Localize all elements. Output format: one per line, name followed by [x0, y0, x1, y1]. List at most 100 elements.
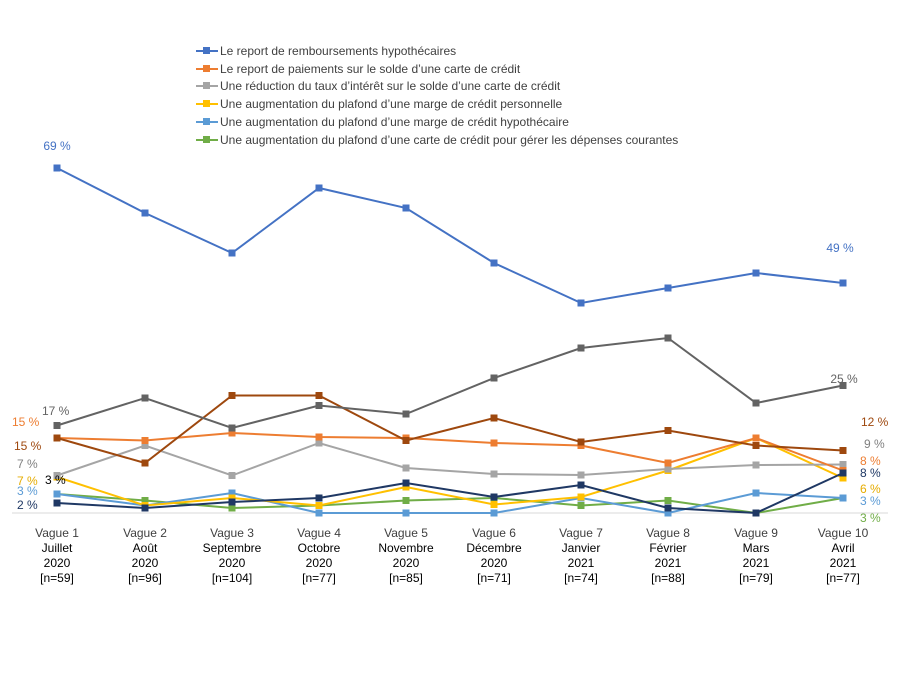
extra-series-2-point-0 [53, 422, 61, 429]
series-1-point-8 [752, 434, 760, 442]
x-tick-year: 2020 [392, 556, 420, 570]
extra-series-1-point-8 [752, 442, 760, 449]
series-5-point-6 [577, 502, 585, 509]
extra-series-2-point-7 [664, 334, 672, 342]
series-1 [53, 429, 847, 474]
extra-series-1-point-9 [839, 447, 847, 454]
legend-swatch-2 [196, 81, 218, 91]
series-2-point-7 [664, 465, 672, 473]
series-5-point-4 [402, 497, 410, 504]
x-tick-wave: Vague 4 [297, 526, 341, 540]
series-1-point-3 [315, 433, 323, 441]
extra-series-2-point-3 [315, 402, 323, 409]
extra-series-2-point-9 [839, 382, 847, 389]
series-0-point-6 [577, 299, 585, 307]
series-0 [53, 164, 847, 307]
series-2-point-4 [402, 464, 410, 472]
legend: Le report de remboursements hypothécaire… [196, 42, 678, 149]
series-3-point-3 [315, 502, 323, 509]
series-1-end-label: 8 % [860, 454, 881, 468]
x-tick-label-6: Vague 7 Janvier 2021 [n=74] [536, 526, 626, 586]
extra-series-0-point-2 [228, 498, 236, 506]
extra-series-0-point-1 [141, 504, 149, 512]
floating-label-0: 3 % [45, 473, 66, 487]
series-1-point-7 [664, 459, 672, 467]
x-tick-year: 2020 [480, 556, 508, 570]
x-tick-label-0: Vague 1 Juillet 2020 [n=59] [12, 526, 102, 586]
series-0-point-7 [664, 284, 672, 292]
series-4-point-4 [402, 509, 410, 517]
extra-series-0-point-4 [402, 479, 410, 487]
x-tick-wave: Vague 8 [646, 526, 690, 540]
x-tick-month: Décembre [466, 541, 522, 555]
series-2-point-2 [228, 472, 236, 479]
series-3-start-label: 7 % [17, 474, 38, 488]
series-3-point-4 [402, 483, 410, 491]
x-tick-label-4: Vague 5 Novembre 2020 [n=85] [361, 526, 451, 586]
legend-item-1: Le report de paiements sur le solde d’un… [196, 60, 678, 78]
series-2-point-0 [53, 472, 61, 479]
series-0-point-0 [53, 164, 61, 172]
series-0-point-3 [315, 184, 323, 192]
series-4-point-9 [839, 494, 847, 502]
series-1-point-2 [228, 429, 236, 437]
series-5-end-label: 3 % [860, 511, 881, 525]
series-4-point-0 [53, 490, 61, 498]
extra-series-0-point-0 [53, 499, 61, 507]
extra-series-2-start-label: 17 % [42, 404, 70, 418]
series-2-point-3 [315, 439, 323, 447]
x-tick-n: [n=85] [389, 571, 423, 585]
series-line-2 [56, 441, 844, 477]
x-tick-label-2: Vague 3 Septembre 2020 [n=104] [187, 526, 277, 586]
legend-swatch-3 [196, 99, 218, 109]
legend-swatch-5 [196, 135, 218, 145]
series-4-point-5 [490, 509, 498, 517]
series-2-point-9 [839, 461, 847, 468]
x-tick-month: Septembre [202, 541, 262, 555]
series-3-point-5 [490, 501, 498, 508]
x-tick-n: [n=77] [826, 571, 860, 585]
legend-swatch-4 [196, 117, 218, 127]
extra-series-1-point-0 [53, 434, 61, 442]
x-tick-label-9: Vague 10 Avril 2021 [n=77] [798, 526, 888, 586]
x-tick-month: Juillet [41, 541, 73, 555]
extra-series-0-start-label: 2 % [17, 498, 38, 512]
x-tick-year: 2021 [567, 556, 595, 570]
series-0-point-8 [752, 269, 760, 277]
extra-series-0-point-6 [577, 481, 585, 489]
x-tick-month: Novembre [378, 541, 434, 555]
series-3-point-6 [577, 493, 585, 501]
series-3-end-label: 6 % [860, 482, 881, 496]
legend-swatch-1 [196, 64, 218, 74]
x-tick-wave: Vague 6 [472, 526, 516, 540]
x-tick-month: Août [132, 541, 158, 555]
x-tick-wave: Vague 10 [817, 526, 869, 540]
series-2-end-label: 9 % [864, 437, 885, 451]
extra-series-1-point-2 [228, 392, 236, 399]
x-tick-wave: Vague 2 [123, 526, 167, 540]
series-0-start-label: 69 % [43, 139, 71, 153]
legend-item-0: Le report de remboursements hypothécaire… [196, 42, 678, 60]
x-tick-label-8: Vague 9 Mars 2021 [n=79] [711, 526, 801, 586]
legend-label-4: Une augmentation du plafond d’une marge … [220, 115, 569, 130]
x-tick-wave: Vague 9 [734, 526, 778, 540]
series-4-start-label: 3 % [17, 484, 38, 498]
extra-series-1-point-7 [664, 427, 672, 434]
series-1-point-5 [490, 439, 498, 447]
extra-series-2-point-2 [228, 424, 236, 432]
legend-label-5: Une augmentation du plafond d’une carte … [220, 132, 679, 147]
extra-series-0-point-7 [664, 504, 672, 512]
extra-series-2-point-5 [490, 374, 498, 382]
x-tick-year: 2021 [742, 556, 770, 570]
x-tick-year: 2021 [654, 556, 682, 570]
extra-series-line-0 [56, 472, 844, 515]
series-4-point-2 [228, 489, 236, 497]
extra-series-2 [53, 334, 847, 432]
x-tick-n: [n=71] [477, 571, 511, 585]
legend-item-5: Une augmentation du plafond d’une carte … [196, 131, 678, 149]
series-layer [53, 164, 847, 517]
x-tick-year: 2020 [131, 556, 159, 570]
x-tick-year: 2020 [218, 556, 246, 570]
series-2-point-8 [752, 461, 760, 469]
